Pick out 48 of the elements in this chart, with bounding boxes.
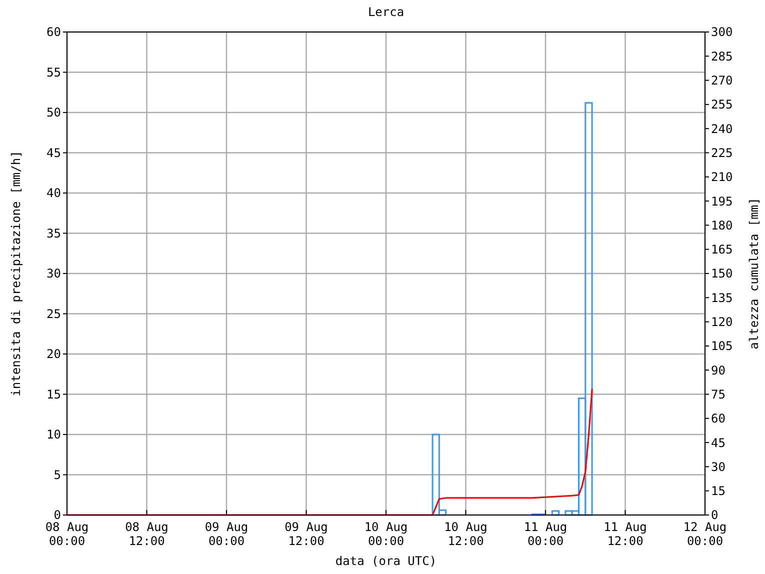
x-tick-label: 10 Aug 00:00 bbox=[364, 520, 408, 548]
x-tick-label: 09 Aug 00:00 bbox=[204, 520, 248, 548]
y2-tick-label: 195 bbox=[711, 194, 733, 208]
y-tick-label: 35 bbox=[46, 226, 61, 240]
y-tick-label: 0 bbox=[54, 508, 61, 522]
y2-tick-label: 75 bbox=[711, 387, 726, 402]
y-tick-label: 25 bbox=[46, 306, 61, 321]
x-tick-label: 10 Aug 12:00 bbox=[444, 520, 488, 548]
y2-tick-label: 150 bbox=[711, 266, 733, 281]
x-tick-label: 12 Aug 00:00 bbox=[683, 520, 727, 548]
y2-tick-label: 105 bbox=[711, 339, 733, 354]
y2-tick-label: 270 bbox=[711, 74, 733, 88]
y2-tick-label: 0 bbox=[711, 508, 718, 522]
y2-tick-label: 255 bbox=[711, 98, 733, 112]
y2-tick-label: 285 bbox=[711, 49, 733, 64]
y-tick-label: 45 bbox=[46, 146, 61, 160]
y-tick-label: 55 bbox=[46, 65, 61, 80]
y2-tick-label: 60 bbox=[711, 412, 726, 426]
y2-tick-label: 90 bbox=[711, 363, 726, 378]
x-axis-title: data (ora UTC) bbox=[335, 554, 437, 568]
y-tick-label: 30 bbox=[46, 266, 61, 281]
chart-title: Lerca bbox=[368, 5, 404, 19]
x-tick-label: 09 Aug 12:00 bbox=[284, 520, 328, 548]
y2-tick-label: 165 bbox=[711, 242, 733, 257]
y2-tick-label: 120 bbox=[711, 315, 733, 329]
y-tick-label: 50 bbox=[46, 106, 61, 120]
y2-tick-label: 300 bbox=[711, 25, 733, 40]
y-tick-label: 10 bbox=[46, 428, 61, 442]
y2-tick-label: 15 bbox=[711, 484, 726, 498]
y-axis-title: intensita di precipitazione [mm/h] bbox=[9, 150, 23, 396]
y2-tick-label: 210 bbox=[711, 170, 733, 184]
x-tick-label: 11 Aug 12:00 bbox=[604, 520, 647, 548]
y-tick-label: 40 bbox=[46, 186, 61, 200]
y2-tick-label: 180 bbox=[711, 218, 733, 232]
y2-tick-label: 30 bbox=[711, 460, 726, 474]
y2-tick-label: 135 bbox=[711, 290, 733, 305]
y2-tick-label: 225 bbox=[711, 146, 733, 160]
x-tick-label: 08 Aug 12:00 bbox=[125, 520, 168, 548]
y-tick-label: 5 bbox=[54, 468, 61, 482]
y2-tick-label: 240 bbox=[711, 122, 733, 136]
y-tick-label: 15 bbox=[46, 387, 61, 402]
bar bbox=[551, 510, 560, 516]
y-tick-label: 60 bbox=[46, 25, 61, 40]
y2-axis-title: altezza cumulata [mm] bbox=[747, 198, 761, 350]
x-tick-label: 11 Aug 00:00 bbox=[524, 520, 568, 548]
x-tick-label: 08 Aug 00:00 bbox=[45, 520, 89, 548]
y2-tick-label: 45 bbox=[711, 436, 726, 450]
y-tick-label: 20 bbox=[46, 347, 61, 362]
